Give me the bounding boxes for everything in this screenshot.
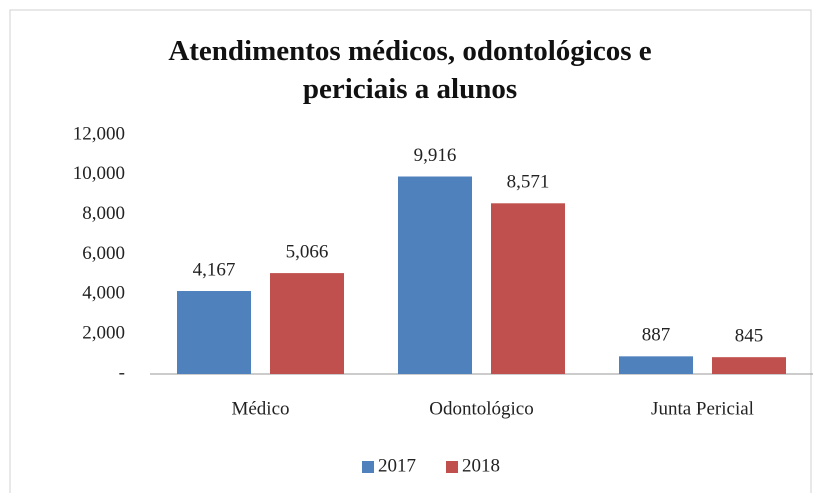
y-tick-label: 6,000 [82, 243, 125, 264]
data-label: 5,066 [286, 241, 329, 262]
legend-swatch [362, 461, 374, 473]
chart-border [9, 9, 812, 493]
bar [177, 291, 251, 374]
data-label: 9,916 [414, 145, 457, 166]
bar [712, 357, 786, 374]
data-label: 887 [642, 325, 671, 346]
x-tick-label: Junta Pericial [651, 398, 754, 419]
data-label: 8,571 [507, 172, 550, 193]
legend-label: 2017 [378, 455, 416, 476]
y-tick-label: - [119, 362, 125, 383]
x-tick-label: Odontológico [429, 398, 534, 419]
bar [619, 356, 693, 374]
y-tick-label: 10,000 [73, 163, 125, 184]
y-tick-label: 8,000 [82, 203, 125, 224]
bar [398, 176, 472, 374]
x-tick-label: Médico [231, 398, 289, 419]
bar [491, 203, 565, 374]
y-tick-label: 2,000 [82, 323, 125, 344]
data-label: 845 [735, 326, 764, 347]
data-label: 4,167 [193, 259, 236, 280]
chart-title: Atendimentos médicos, odontológicos e pe… [168, 35, 652, 105]
bar [270, 273, 344, 374]
y-tick-label: 12,000 [73, 123, 125, 144]
legend-label: 2018 [462, 455, 500, 476]
y-tick-label: 4,000 [82, 283, 125, 304]
legend-swatch [446, 461, 458, 473]
